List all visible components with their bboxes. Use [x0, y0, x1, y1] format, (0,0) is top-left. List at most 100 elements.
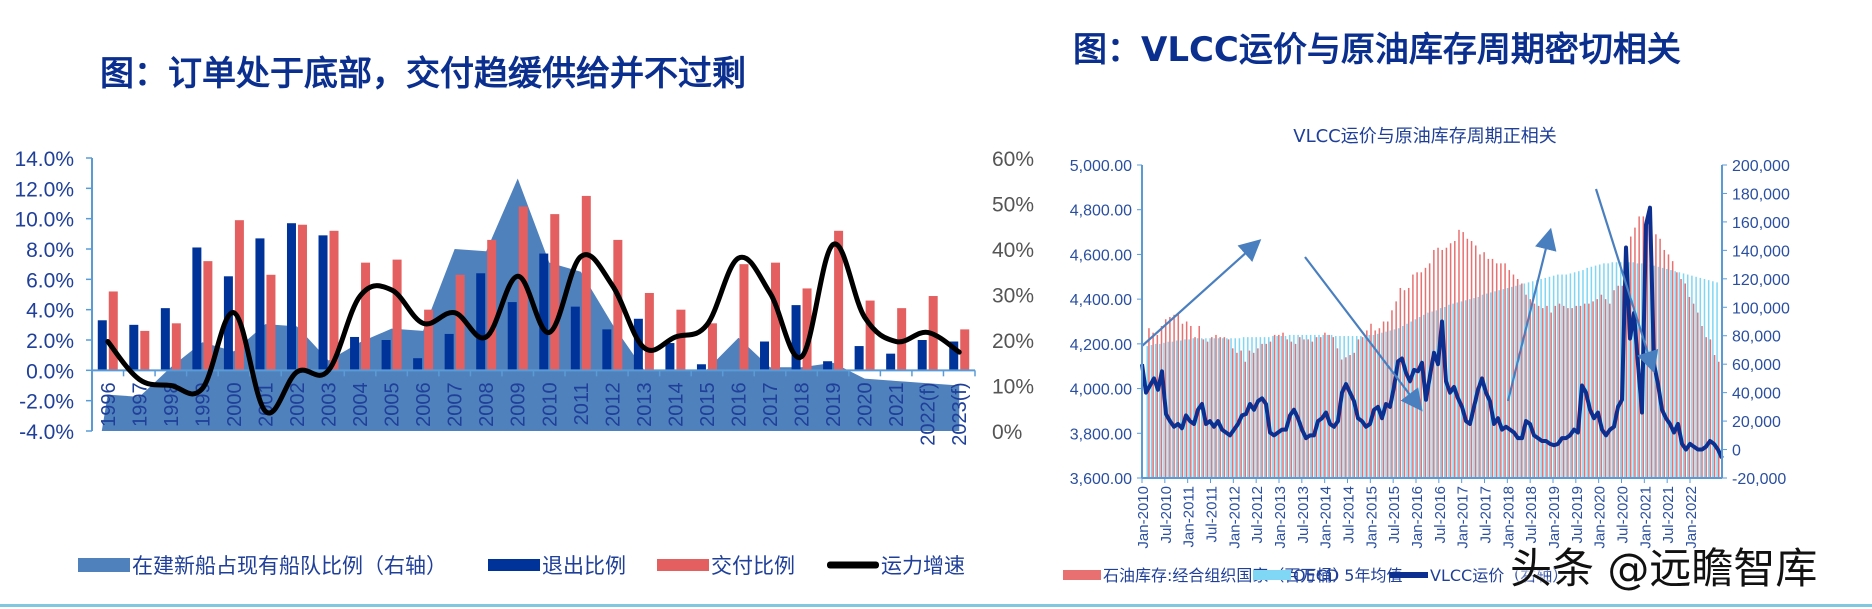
exit-ratio-bar [917, 340, 927, 371]
oecd-avg-bar [1326, 334, 1329, 478]
oecd-avg-bar [1314, 334, 1316, 478]
oecd-inventory-bar [1303, 339, 1305, 478]
x-category-label: 2002 [287, 382, 309, 427]
oecd-avg-bar [1498, 290, 1500, 478]
trend-arrow [1304, 256, 1423, 412]
delivery-ratio-bar [171, 323, 181, 371]
oecd-avg-bar [1242, 337, 1245, 478]
oecd-avg-bar [1272, 336, 1274, 478]
oecd-inventory-bar [1613, 290, 1615, 478]
oecd-inventory-bar [1236, 352, 1238, 478]
oecd-inventory-bar [1215, 334, 1217, 478]
left-chart: -4.0% -2.0% 0.0% 2.0% 4.0% 6.0% 8.0% 10.0% 12.0%… [14, 148, 1034, 578]
oecd-avg-bar [1150, 344, 1153, 478]
x-category-label: 2019 [823, 382, 845, 427]
oecd-avg-bar [1473, 298, 1475, 478]
oecd-avg-bar [1335, 336, 1337, 478]
oecd-inventory-bar [1257, 348, 1259, 478]
x-tick-label: Jan-2020 [1592, 486, 1609, 549]
exit-ratio-bar [791, 305, 801, 371]
oecd-inventory-bar [1416, 272, 1418, 478]
oecd-avg-bar [1540, 279, 1542, 478]
oecd-avg-bar [1569, 273, 1572, 478]
x-category-label: 2003 [319, 382, 341, 427]
oecd-avg-bar [1527, 282, 1530, 478]
oecd-avg-bar [1347, 336, 1350, 478]
oecd-inventory-bar [1516, 279, 1519, 478]
oecd-inventory-bar [1604, 299, 1607, 478]
right-y-tick-label: 60% [992, 148, 1034, 171]
oecd-avg-bar [1519, 284, 1521, 478]
oecd-avg-bar [1598, 264, 1601, 478]
delivery-ratio-bar [424, 309, 434, 371]
oecd-inventory-bar [1684, 283, 1686, 478]
oecd-avg-bar [1288, 334, 1291, 478]
oecd-avg-bar [1305, 334, 1308, 478]
oecd-avg-bar [1234, 338, 1236, 478]
x-tick-label: Jul-2020 [1615, 486, 1632, 544]
oecd-inventory-bar [1692, 303, 1695, 478]
oecd-avg-bar [1402, 325, 1404, 478]
oecd-avg-bar [1284, 336, 1287, 478]
oecd-inventory-bar [1286, 339, 1288, 478]
right-y-tick-label: 120,000 [1732, 272, 1790, 289]
oecd-avg-bar [1267, 337, 1270, 478]
oecd-inventory-bar [1596, 299, 1599, 478]
oecd-avg-bar [1523, 283, 1526, 478]
x-tick-label: Jul-2014 [1341, 486, 1358, 544]
x-tick-label: Jan-2010 [1135, 486, 1152, 549]
oecd-inventory-bar [1148, 328, 1150, 478]
left-y-tick-label: -2.0% [19, 391, 74, 414]
left-y-tick-label: 8.0% [26, 239, 74, 262]
oecd-inventory-bar [1382, 321, 1385, 478]
exit-ratio-bar [854, 346, 864, 371]
x-category-label: 2008 [476, 382, 498, 427]
oecd-inventory-bar [1491, 258, 1494, 478]
oecd-avg-bar [1515, 285, 1517, 478]
oecd-inventory-bar [1508, 270, 1511, 478]
left-y-tick-label: 2.0% [26, 330, 74, 353]
right-legend: 石油库存:经合组织国家（百万桶）OECD 5年均值 VLCC运价（右轴） [1063, 566, 1568, 585]
delivery-ratio-bar [834, 230, 844, 371]
oecd-avg-bar [1707, 280, 1710, 478]
oecd-inventory-bar [1424, 267, 1427, 478]
oecd-inventory-bar [1521, 283, 1523, 478]
oecd-inventory-bar [1466, 238, 1469, 478]
x-category-label: 1996 [98, 382, 120, 427]
x-category-label: 2004 [350, 382, 372, 427]
delivery-ratio-bar [865, 300, 875, 371]
exit-ratio-bar [539, 253, 549, 371]
x-tick-label: Jul-2017 [1478, 486, 1495, 544]
oecd-avg-bar [1536, 280, 1538, 478]
exit-ratio-bar [886, 353, 896, 371]
oecd-avg-bar [1502, 289, 1505, 478]
left-y-tick-label: 12.0% [14, 178, 74, 201]
x-tick-label: Jan-2022 [1683, 486, 1700, 549]
exit-ratio-bar [696, 364, 706, 371]
oecd-avg-bar [1297, 334, 1299, 478]
oecd-inventory-bar [1537, 305, 1540, 478]
x-category-label: 2007 [445, 382, 467, 427]
oecd-inventory-bar [1353, 352, 1355, 478]
delivery-ratio-bar [297, 224, 307, 371]
oecd-avg-bar [1674, 271, 1676, 478]
oecd-inventory-bar [1483, 252, 1485, 478]
oecd-inventory-bar [1252, 352, 1255, 478]
oecd-avg-bar [1494, 291, 1496, 478]
delivery-ratio-bar [487, 239, 497, 371]
oecd-inventory-bar [1206, 341, 1209, 478]
delivery-ratio-bar [518, 206, 528, 371]
oecd-inventory-bar [1328, 334, 1330, 478]
oecd-avg-bar [1565, 274, 1567, 478]
right-y-tick-label: -20,000 [1732, 471, 1786, 488]
exit-ratio-bar [192, 247, 202, 371]
oecd-avg-bar [1209, 338, 1211, 478]
x-category-label: 2017 [760, 382, 782, 427]
oecd-avg-bar [1531, 281, 1534, 478]
right-y-tick-label: 0% [992, 421, 1022, 444]
oecd-inventory-bar [1542, 308, 1544, 478]
oecd-inventory-bar [1261, 343, 1263, 478]
delivery-ratio-bar [676, 309, 686, 371]
oecd-inventory-bar [1395, 301, 1397, 478]
